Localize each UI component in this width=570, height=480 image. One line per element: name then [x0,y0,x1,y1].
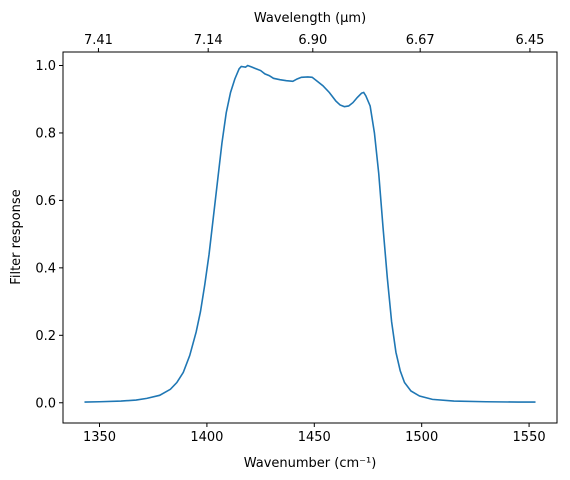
top-axis-label: Wavelength (μm) [254,11,366,26]
x-axis-label: Wavenumber (cm⁻¹) [244,456,377,471]
top-tick-label: 6.67 [406,33,435,48]
y-tick-label: 0.2 [35,329,56,344]
x-tick-label: 1450 [298,430,331,445]
y-tick-label: 0.4 [35,261,56,276]
top-tick-label: 7.41 [84,33,113,48]
y-tick-label: 1.0 [35,59,56,74]
filter-response-line [84,64,536,403]
top-tick-label: 6.90 [298,33,327,48]
top-tick-label: 7.14 [194,33,223,48]
x-tick-label: 1350 [83,430,116,445]
x-tick-label: 1400 [190,430,223,445]
y-axis-label: Filter response [9,189,24,284]
x-tick-label: 1500 [405,430,438,445]
top-tick-label: 6.45 [515,33,544,48]
plot-frame [62,51,558,424]
y-tick-label: 0.8 [35,126,56,141]
y-tick-label: 0.6 [35,194,56,209]
y-tick-label: 0.0 [35,396,56,411]
x-tick-label: 1550 [513,430,546,445]
